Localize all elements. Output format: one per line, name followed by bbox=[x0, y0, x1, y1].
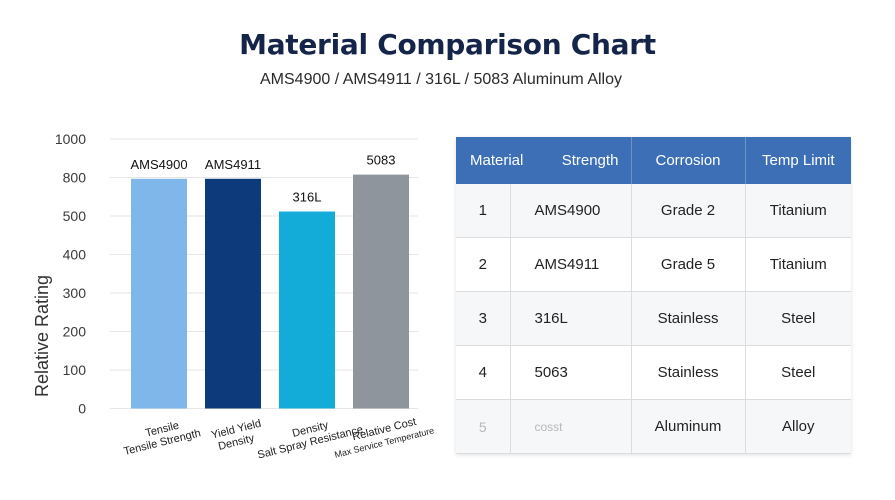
table-row: 5 cosst Aluminum Alloy bbox=[456, 399, 852, 454]
row-temp-limit: Alloy bbox=[745, 399, 852, 454]
row-number: 4 bbox=[456, 345, 511, 400]
y-tick-label: 500 bbox=[63, 208, 87, 224]
header-material: Material bbox=[470, 152, 524, 169]
bar-labels: AMS4900 AMS4911 316L 5083 bbox=[130, 153, 395, 205]
table-row: 3 316L Stainless Steel bbox=[456, 291, 852, 346]
bar bbox=[205, 178, 261, 409]
y-tick-label: 1000 bbox=[55, 131, 86, 147]
bar-value-label: 316L bbox=[293, 190, 322, 205]
row-temp-limit: Steel bbox=[745, 291, 852, 346]
bar-value-label: AMS4900 bbox=[130, 157, 187, 172]
bar bbox=[279, 211, 335, 409]
row-material: AMS4900 bbox=[510, 184, 632, 238]
chart-title: Material Comparison Chart bbox=[239, 28, 656, 61]
row-temp-limit: Titanium bbox=[745, 237, 852, 292]
bar-value-label: AMS4911 bbox=[205, 157, 261, 172]
table-header-material-strength: Material Strength bbox=[456, 137, 632, 184]
row-material: 5063 bbox=[510, 345, 632, 400]
table-row: 2 AMS4911 Grade 5 Titanium bbox=[456, 237, 852, 292]
row-corrosion: Grade 5 bbox=[631, 237, 746, 292]
y-tick-label: 800 bbox=[63, 170, 87, 186]
y-tick-label: 0 bbox=[78, 401, 86, 417]
header-corrosion: Corrosion bbox=[631, 137, 746, 184]
row-number: 3 bbox=[456, 291, 511, 346]
table-row: 1 AMS4900 Grade 2 Titanium bbox=[456, 184, 852, 238]
y-axis-title: Relative Rating bbox=[32, 275, 52, 397]
row-temp-limit: Steel bbox=[745, 345, 852, 400]
row-material: 316L bbox=[510, 291, 632, 346]
row-temp-limit: Titanium bbox=[745, 184, 852, 238]
comparison-table: Material Strength Corrosion Temp Limit 1… bbox=[456, 137, 852, 454]
row-number: 2 bbox=[456, 237, 511, 292]
header-strength: Strength bbox=[561, 152, 619, 169]
bars bbox=[131, 174, 409, 409]
row-corrosion: Aluminum bbox=[631, 399, 746, 454]
row-corrosion: Stainless bbox=[631, 345, 746, 400]
y-tick-label: 300 bbox=[63, 285, 87, 301]
bar bbox=[353, 174, 409, 409]
chart-subtitle: AMS4900 / AMS4911 / 316L / 5083 Aluminum… bbox=[260, 71, 622, 88]
row-material: cosst bbox=[510, 399, 632, 454]
row-number: 5 bbox=[456, 399, 511, 454]
row-material: AMS4911 bbox=[510, 237, 632, 292]
y-tick-label: 200 bbox=[63, 324, 87, 340]
y-tick-label: 100 bbox=[63, 362, 87, 378]
bar-value-label: 5083 bbox=[367, 153, 396, 168]
row-number: 1 bbox=[456, 184, 511, 238]
table-row: 4 5063 Stainless Steel bbox=[456, 345, 852, 400]
y-tick-label: 400 bbox=[63, 247, 87, 263]
table-header-row: Material Strength Corrosion Temp Limit bbox=[456, 137, 852, 184]
header-temp-limit: Temp Limit bbox=[745, 137, 852, 184]
row-corrosion: Stainless bbox=[631, 291, 746, 346]
row-corrosion: Grade 2 bbox=[631, 184, 746, 238]
bar bbox=[131, 178, 187, 409]
